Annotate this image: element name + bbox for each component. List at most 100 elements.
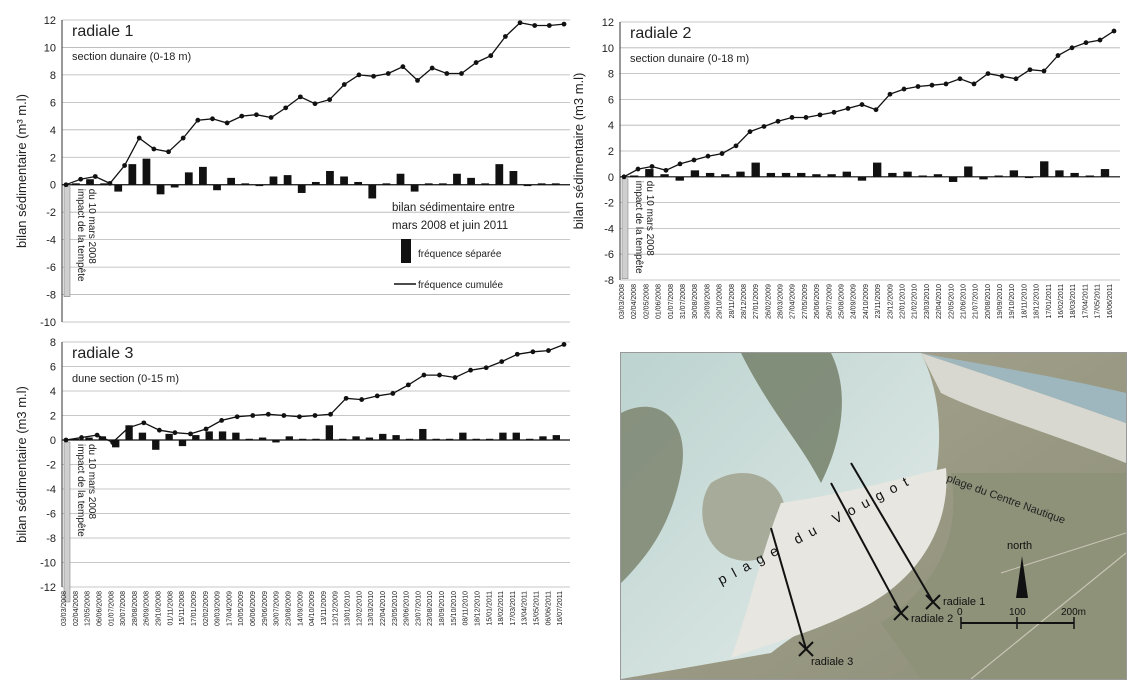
x-tick-label: 22/01/2010 [899,284,906,319]
point-cumulee [122,163,127,168]
x-tick-label-group: 17/01/2011 [1046,284,1053,319]
bar-separee [827,174,836,177]
x-tick-label-group: 17/05/2011 [1095,284,1102,319]
y-tick-label: -12 [40,582,56,594]
x-tick-label-group: 12/02/2010 [356,591,363,626]
x-tick-label: 24/10/2009 [863,284,870,319]
x-tick-label-group: 08/11/2010 [463,591,470,626]
bar-separee [453,173,461,185]
bar-separee [85,437,93,440]
chart-subtitle: section dunaire (0-18 m) [72,51,191,63]
bar-separee [112,440,120,448]
bar-separee [523,184,532,187]
x-tick-label: 01/07/2008 [668,284,675,319]
bar-separee [245,438,253,440]
x-tick-label-group: 03/03/2008 [619,284,626,319]
bar-separee [218,431,227,440]
x-tick-label: 17/04/2009 [226,591,233,626]
beach-main [731,468,947,658]
bar-separee [100,183,108,185]
x-tick-label-group: 23/12/2009 [887,284,894,319]
x-tick-label: 31/07/2008 [680,284,687,319]
dune-land [881,473,1126,679]
x-tick-label: 18/12/2010 [474,591,481,626]
x-tick-label-group: 16/07/2011 [557,591,564,626]
x-tick-label-group: 15/10/2010 [451,591,458,626]
legend-line-label: fréquence cumulée [418,280,503,291]
x-tick-label: 15/11/2008 [179,591,186,626]
x-tick-label: 26/02/2009 [765,284,772,319]
point-cumulee [107,180,113,186]
x-tick-label-group: 02/05/2008 [643,284,650,319]
bar-separee [499,432,507,440]
x-tick-label-group: 29/06/2010 [404,591,411,626]
x-tick-label: 30/07/2009 [274,591,281,626]
x-tick-label: 14/09/2009 [297,591,304,626]
point-cumulee [1013,76,1019,82]
x-tick-label-group: 04/10/2009 [309,591,316,626]
y-tick-label: 10 [602,43,614,55]
x-tick-label-group: 01/07/2008 [668,284,675,319]
bar-separee [152,440,160,450]
point-cumulee [719,151,725,156]
x-tick-label-group: 18/12/2010 [1034,284,1041,319]
x-tick-label-group: 10/05/2009 [238,591,245,626]
y-tick-label: -2 [46,460,56,472]
bar-separee [918,175,927,177]
x-tick-label: 15/10/2010 [451,591,458,626]
bar-separee [410,184,419,192]
point-cumulee [761,124,767,129]
point-cumulee [400,64,406,70]
y-tick-label: 8 [50,337,56,349]
aerial-map: plage du Centre Nautique plage du Vougot… [620,352,1127,680]
bar-separee [311,181,320,185]
point-cumulee [488,53,494,59]
point-cumulee [234,414,240,420]
y-axis-label: bilan sédimentaire (m3 m.l) [571,73,586,230]
point-cumulee [1055,53,1061,58]
y-tick-label: -6 [604,249,614,261]
bar-separee [156,184,165,195]
north-label: north [1007,540,1032,552]
x-tick-label: 29/10/2008 [156,591,163,626]
y-tick-label: 4 [50,386,56,398]
bar-separee [509,171,518,185]
bar-separee [125,425,133,440]
x-tick-label: 19/09/2010 [997,284,1004,319]
point-cumulee [789,115,795,120]
chart-radiale-3: -12 -10 -8 -6 -4 -2 0 2 4 6 8 impact de la tempête d… [0,330,600,683]
storm-note: impact de la tempête du 10 mars 2008 [75,189,97,282]
bar-separee [1009,170,1019,177]
y-tick-label: -4 [46,484,56,496]
point-cumulee [421,372,427,378]
point-cumulee [125,425,131,431]
bar-separee [170,184,179,188]
rocky-outcrop-top [741,353,842,483]
bar-separee [485,438,494,440]
point-cumulee [985,71,991,76]
x-tick-label-group: 18/11/2010 [1021,284,1028,319]
point-cumulee [1111,28,1117,34]
bar-separee [142,158,151,185]
x-tick-label: 22/05/2010 [948,284,955,319]
x-tick-label-group: 21/02/2010 [912,284,919,319]
bar-separee [396,173,405,185]
x-tick-label-group: 22/05/2010 [948,284,955,319]
bar-separee [382,183,391,185]
bar-separee [1055,170,1064,177]
bar-separee [512,432,520,440]
storm-note-line-1: impact de la tempête [75,444,86,537]
x-tick-label: 22/04/2010 [936,284,943,319]
radiale-markers [798,594,941,657]
point-cumulee [151,146,157,152]
x-tick-label: 02/05/2008 [643,284,650,319]
x-tick-label: 18/02/2011 [498,591,505,626]
x-tick-label: 23/05/2010 [392,591,399,626]
y-axis-label: bilan sédimentaire (m³ m.l) [14,94,29,248]
point-cumulee [405,382,411,388]
legend-bar-label: fréquence séparée [418,249,502,260]
point-cumulee [503,34,508,39]
y-tick-label: -6 [46,509,56,521]
x-tick-label: 12/12/2009 [333,591,340,626]
x-tick-label-group: 12/05/2008 [85,591,92,626]
